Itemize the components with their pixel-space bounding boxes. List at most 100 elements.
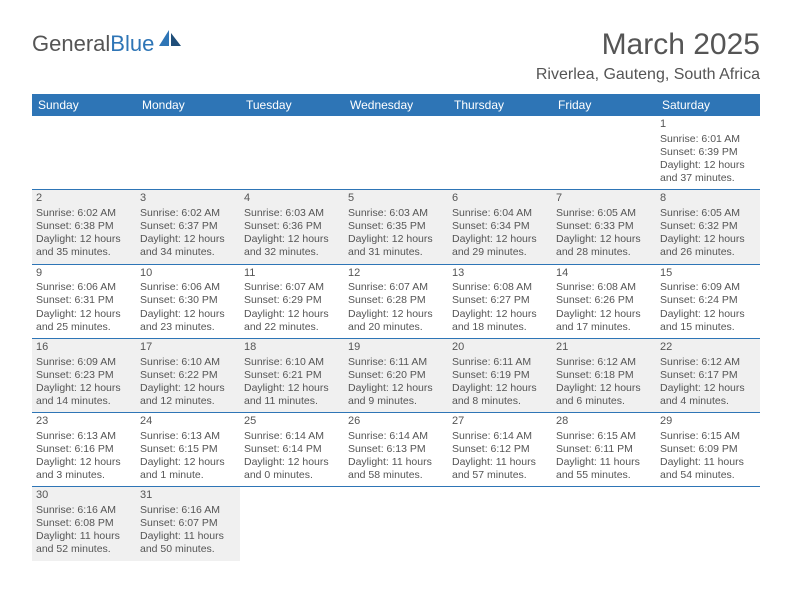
calendar-page: GeneralBlue March 2025 Riverlea, Gauteng… [0,0,792,581]
sunset-text: Sunset: 6:34 PM [452,220,548,233]
day-header: Saturday [656,94,760,116]
daylight-text: and 14 minutes. [36,395,132,408]
daylight-text: and 23 minutes. [140,321,236,334]
daylight-text: Daylight: 11 hours [140,530,236,543]
calendar-day-cell: 9Sunrise: 6:06 AMSunset: 6:31 PMDaylight… [32,264,136,338]
sunset-text: Sunset: 6:38 PM [36,220,132,233]
month-title: March 2025 [536,28,760,62]
sunset-text: Sunset: 6:22 PM [140,369,236,382]
sunrise-text: Sunrise: 6:02 AM [140,207,236,220]
sunrise-text: Sunrise: 6:09 AM [36,356,132,369]
sunset-text: Sunset: 6:35 PM [348,220,444,233]
sunset-text: Sunset: 6:31 PM [36,294,132,307]
sunset-text: Sunset: 6:30 PM [140,294,236,307]
day-number: 1 [660,118,756,132]
daylight-text: and 26 minutes. [660,246,756,259]
calendar-day-cell: 13Sunrise: 6:08 AMSunset: 6:27 PMDayligh… [448,264,552,338]
sunset-text: Sunset: 6:28 PM [348,294,444,307]
calendar-day-cell: 1Sunrise: 6:01 AMSunset: 6:39 PMDaylight… [656,116,760,190]
daylight-text: Daylight: 12 hours [36,382,132,395]
daylight-text: Daylight: 12 hours [556,233,652,246]
daylight-text: Daylight: 12 hours [452,308,548,321]
sunrise-text: Sunrise: 6:07 AM [348,281,444,294]
daylight-text: and 9 minutes. [348,395,444,408]
daylight-text: Daylight: 12 hours [36,456,132,469]
sunset-text: Sunset: 6:08 PM [36,517,132,530]
calendar-empty-cell [552,116,656,190]
calendar-empty-cell [656,487,760,561]
daylight-text: and 1 minute. [140,469,236,482]
daylight-text: and 3 minutes. [36,469,132,482]
daylight-text: Daylight: 12 hours [348,382,444,395]
calendar-day-cell: 6Sunrise: 6:04 AMSunset: 6:34 PMDaylight… [448,190,552,264]
sunset-text: Sunset: 6:13 PM [348,443,444,456]
calendar-day-cell: 18Sunrise: 6:10 AMSunset: 6:21 PMDayligh… [240,338,344,412]
calendar-day-cell: 23Sunrise: 6:13 AMSunset: 6:16 PMDayligh… [32,413,136,487]
calendar-day-cell: 25Sunrise: 6:14 AMSunset: 6:14 PMDayligh… [240,413,344,487]
calendar-day-cell: 24Sunrise: 6:13 AMSunset: 6:15 PMDayligh… [136,413,240,487]
calendar-week-row: 23Sunrise: 6:13 AMSunset: 6:16 PMDayligh… [32,413,760,487]
sunrise-text: Sunrise: 6:14 AM [244,430,340,443]
day-number: 26 [348,415,444,429]
day-number: 7 [556,192,652,206]
daylight-text: Daylight: 12 hours [660,233,756,246]
calendar-day-cell: 7Sunrise: 6:05 AMSunset: 6:33 PMDaylight… [552,190,656,264]
day-number: 8 [660,192,756,206]
day-number: 20 [452,341,548,355]
sunrise-text: Sunrise: 6:11 AM [348,356,444,369]
calendar-empty-cell [344,116,448,190]
daylight-text: Daylight: 11 hours [660,456,756,469]
daylight-text: and 0 minutes. [244,469,340,482]
day-number: 24 [140,415,236,429]
day-number: 5 [348,192,444,206]
sunset-text: Sunset: 6:26 PM [556,294,652,307]
sunset-text: Sunset: 6:09 PM [660,443,756,456]
day-number: 4 [244,192,340,206]
day-number: 10 [140,267,236,281]
brand-part1: General [32,31,110,57]
daylight-text: and 28 minutes. [556,246,652,259]
day-number: 6 [452,192,548,206]
calendar-empty-cell [344,487,448,561]
sunrise-text: Sunrise: 6:03 AM [348,207,444,220]
day-number: 29 [660,415,756,429]
day-number: 16 [36,341,132,355]
calendar-empty-cell [448,487,552,561]
daylight-text: and 22 minutes. [244,321,340,334]
calendar-day-cell: 29Sunrise: 6:15 AMSunset: 6:09 PMDayligh… [656,413,760,487]
sunrise-text: Sunrise: 6:15 AM [556,430,652,443]
sunset-text: Sunset: 6:29 PM [244,294,340,307]
daylight-text: Daylight: 12 hours [556,308,652,321]
day-number: 23 [36,415,132,429]
sunrise-text: Sunrise: 6:05 AM [660,207,756,220]
sunset-text: Sunset: 6:23 PM [36,369,132,382]
sunrise-text: Sunrise: 6:12 AM [556,356,652,369]
day-number: 21 [556,341,652,355]
daylight-text: and 20 minutes. [348,321,444,334]
calendar-empty-cell [240,116,344,190]
day-number: 14 [556,267,652,281]
daylight-text: Daylight: 12 hours [244,233,340,246]
daylight-text: Daylight: 11 hours [36,530,132,543]
daylight-text: and 6 minutes. [556,395,652,408]
day-header: Friday [552,94,656,116]
calendar-day-cell: 10Sunrise: 6:06 AMSunset: 6:30 PMDayligh… [136,264,240,338]
day-number: 19 [348,341,444,355]
day-number: 18 [244,341,340,355]
calendar-day-cell: 5Sunrise: 6:03 AMSunset: 6:35 PMDaylight… [344,190,448,264]
sunset-text: Sunset: 6:32 PM [660,220,756,233]
daylight-text: and 12 minutes. [140,395,236,408]
daylight-text: Daylight: 12 hours [348,233,444,246]
sunset-text: Sunset: 6:39 PM [660,146,756,159]
sunrise-text: Sunrise: 6:08 AM [556,281,652,294]
calendar-day-cell: 2Sunrise: 6:02 AMSunset: 6:38 PMDaylight… [32,190,136,264]
daylight-text: Daylight: 12 hours [244,382,340,395]
day-number: 3 [140,192,236,206]
calendar-day-cell: 12Sunrise: 6:07 AMSunset: 6:28 PMDayligh… [344,264,448,338]
sunrise-text: Sunrise: 6:09 AM [660,281,756,294]
daylight-text: and 54 minutes. [660,469,756,482]
daylight-text: and 57 minutes. [452,469,548,482]
daylight-text: and 55 minutes. [556,469,652,482]
daylight-text: Daylight: 12 hours [452,382,548,395]
calendar-week-row: 9Sunrise: 6:06 AMSunset: 6:31 PMDaylight… [32,264,760,338]
